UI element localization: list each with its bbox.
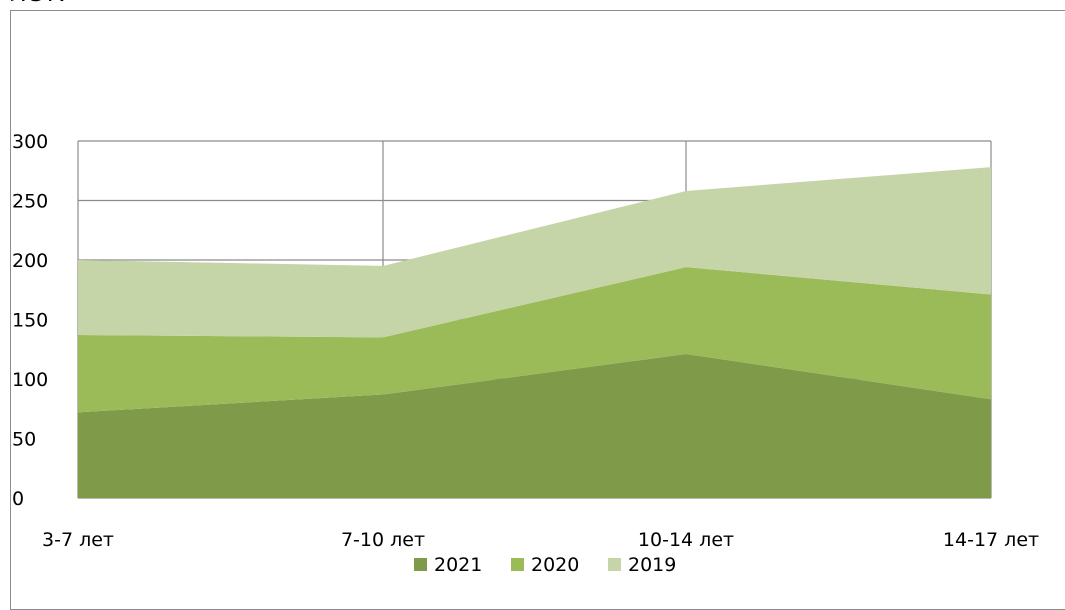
- y-tick-label: 150: [12, 310, 48, 332]
- x-tick-label: 7-10 лет: [341, 529, 425, 551]
- legend-item-2019: 2019: [608, 554, 676, 576]
- area-layer: [78, 167, 991, 498]
- area-chart: 0 50 100 150 200 250 300 3-7 лет 7-10 лет 10-14 …: [12, 131, 1039, 576]
- legend-swatch: [414, 558, 427, 571]
- area-series-2019: [78, 167, 991, 338]
- x-tick-label: 10-14 лет: [638, 529, 734, 551]
- legend-item-2021: 2021: [414, 554, 482, 576]
- x-axis-ticks: 3-7 лет 7-10 лет 10-14 лет 14-17 лет: [42, 529, 1039, 551]
- legend-swatch: [511, 558, 524, 571]
- area-series-2021: [78, 354, 991, 498]
- y-tick-label: 250: [12, 191, 48, 213]
- x-tick-label: 3-7 лет: [42, 529, 114, 551]
- area-series-2020: [78, 267, 991, 413]
- legend-label: 2020: [531, 554, 579, 576]
- y-tick-label: 50: [12, 429, 36, 451]
- legend-label: 2021: [434, 554, 482, 576]
- y-tick-label: 0: [12, 488, 24, 510]
- legend: 2021 2020 2019: [414, 554, 676, 576]
- legend-item-2020: 2020: [511, 554, 579, 576]
- x-tick-label: 14-17 лет: [943, 529, 1039, 551]
- y-tick-label: 200: [12, 250, 48, 272]
- legend-label: 2019: [628, 554, 676, 576]
- y-axis-ticks: 0 50 100 150 200 250 300: [12, 131, 48, 510]
- y-tick-label: 300: [12, 131, 48, 153]
- y-tick-label: 100: [12, 369, 48, 391]
- chart-title-fragment: лет.: [10, 0, 66, 8]
- legend-swatch: [608, 558, 621, 571]
